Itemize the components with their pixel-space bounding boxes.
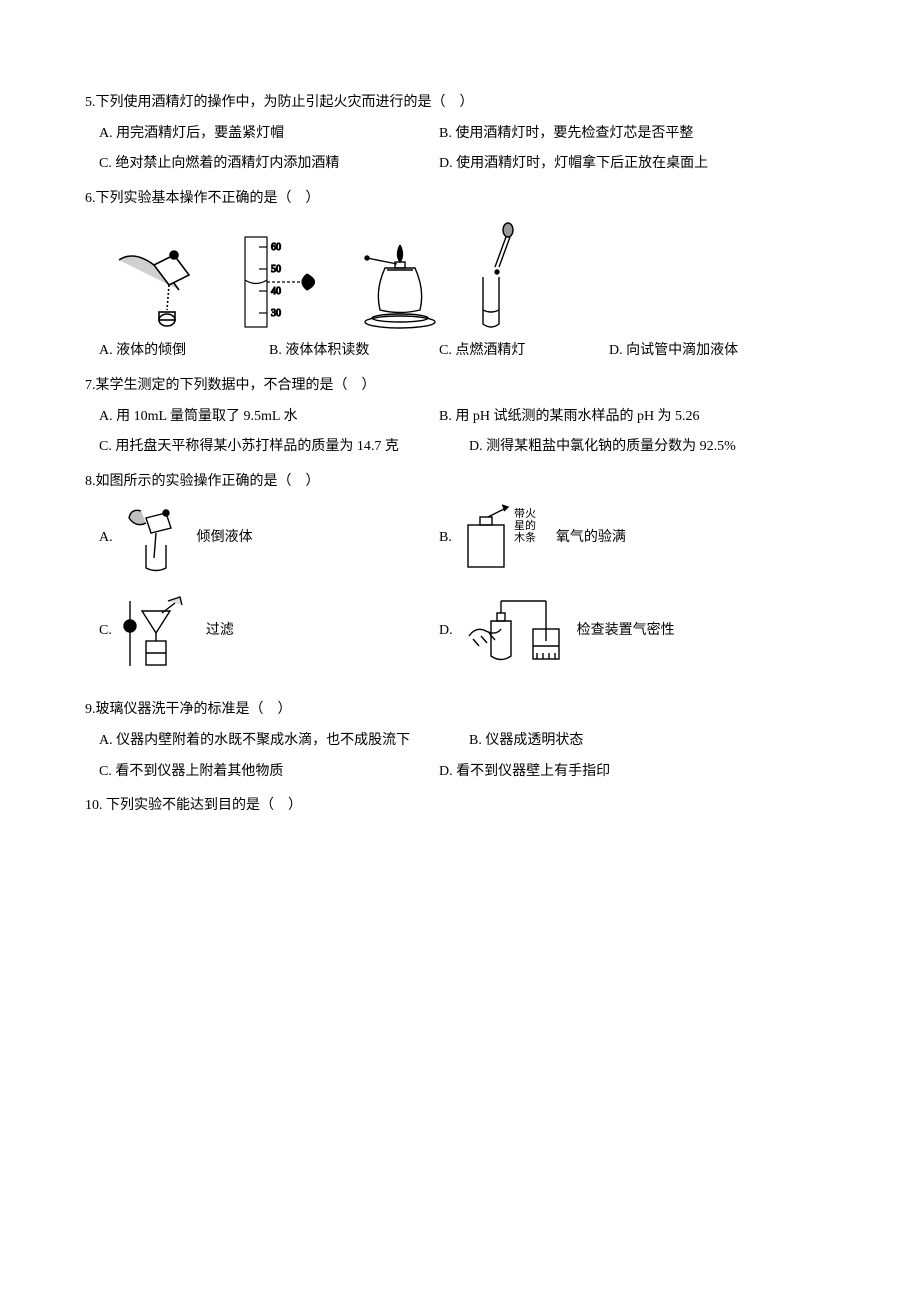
- svg-text:30: 30: [271, 308, 281, 319]
- q8-img-c-filter-icon: [120, 591, 200, 671]
- q8-img-b-bottle-icon: 带火 星的 木条: [460, 503, 550, 573]
- q8-opt-a: A. 倾倒液体: [99, 503, 439, 573]
- q6-text: 6.下列实验基本操作不正确的是（ ）: [85, 186, 835, 213]
- q6-options: A. 液体的倾倒 B. 液体体积读数 C. 点燃酒精灯 D. 向试管中滴加液体: [85, 338, 835, 365]
- question-5: 5.下列使用酒精灯的操作中，为防止引起火灾而进行的是（ ） A. 用完酒精灯后，…: [85, 90, 835, 178]
- q8-a-label: 倾倒液体: [197, 525, 253, 552]
- q9-opt-d: D. 看不到仪器壁上有手指印: [439, 759, 610, 786]
- q8-opt-c: C. 过滤: [99, 591, 439, 671]
- q6-img-c-lamp-icon: [355, 240, 445, 332]
- svg-text:50: 50: [271, 264, 281, 275]
- q5-text: 5.下列使用酒精灯的操作中，为防止引起火灾而进行的是（ ）: [85, 90, 835, 117]
- svg-text:60: 60: [271, 242, 281, 253]
- q9-opt-c: C. 看不到仪器上附着其他物质: [99, 759, 439, 786]
- q6-img-d-dropper-icon: [473, 222, 523, 332]
- svg-text:40: 40: [271, 286, 281, 297]
- question-6: 6.下列实验基本操作不正确的是（ ） 60 50 40 30: [85, 186, 835, 365]
- q8-a-prefix: A.: [99, 525, 113, 552]
- q8-img-d-airtight-icon: [461, 591, 571, 671]
- q9-opt-a: A. 仪器内壁附着的水既不聚成水滴，也不成股流下: [99, 728, 469, 755]
- q8-d-prefix: D.: [439, 618, 453, 645]
- q6-img-a-pouring-icon: [99, 240, 209, 332]
- q5-opt-a: A. 用完酒精灯后，要盖紧灯帽: [99, 121, 439, 148]
- q7-opt-d: D. 测得某粗盐中氯化钠的质量分数为 92.5%: [469, 434, 736, 461]
- q8-text: 8.如图所示的实验操作正确的是（ ）: [85, 469, 835, 496]
- q6-opt-b: B. 液体体积读数: [269, 338, 439, 365]
- q6-img-b-cylinder-icon: 60 50 40 30: [237, 232, 327, 332]
- q5-row1: A. 用完酒精灯后，要盖紧灯帽 B. 使用酒精灯时，要先检查灯芯是否平整: [85, 121, 835, 148]
- question-7: 7.某学生测定的下列数据中，不合理的是（ ） A. 用 10mL 量筒量取了 9…: [85, 373, 835, 461]
- q5-opt-d: D. 使用酒精灯时，灯帽拿下后正放在桌面上: [439, 151, 708, 178]
- question-8: 8.如图所示的实验操作正确的是（ ） A. 倾倒液体 B.: [85, 469, 835, 690]
- q5-row2: C. 绝对禁止向燃着的酒精灯内添加酒精 D. 使用酒精灯时，灯帽拿下后正放在桌面…: [85, 151, 835, 178]
- q8-img-a-pouring-icon: [121, 503, 191, 573]
- q8-d-label: 检查装置气密性: [577, 618, 675, 645]
- q9-opt-b: B. 仪器成透明状态: [469, 728, 583, 755]
- q9-row1: A. 仪器内壁附着的水既不聚成水滴，也不成股流下 B. 仪器成透明状态: [85, 728, 835, 755]
- q7-opt-a: A. 用 10mL 量筒量取了 9.5mL 水: [99, 404, 439, 431]
- q5-opt-c: C. 绝对禁止向燃着的酒精灯内添加酒精: [99, 151, 439, 178]
- q8-opt-b: B. 带火 星的 木条 氧气的验满: [439, 503, 819, 573]
- q7-opt-c: C. 用托盘天平称得某小苏打样品的质量为 14.7 克: [99, 434, 469, 461]
- q7-opt-b: B. 用 pH 试纸测的某雨水样品的 pH 为 5.26: [439, 404, 700, 431]
- q7-text: 7.某学生测定的下列数据中，不合理的是（ ）: [85, 373, 835, 400]
- q6-opt-a: A. 液体的倾倒: [99, 338, 269, 365]
- q6-image-row: 60 50 40 30: [85, 222, 835, 332]
- q7-row1: A. 用 10mL 量筒量取了 9.5mL 水 B. 用 pH 试纸测的某雨水样…: [85, 404, 835, 431]
- svg-text:带火: 带火: [514, 507, 536, 520]
- q10-text: 10. 下列实验不能达到目的是（ ）: [85, 793, 835, 820]
- q8-b-prefix: B.: [439, 525, 452, 552]
- q6-opt-d: D. 向试管中滴加液体: [609, 338, 769, 365]
- q7-row2: C. 用托盘天平称得某小苏打样品的质量为 14.7 克 D. 测得某粗盐中氯化钠…: [85, 434, 835, 461]
- q9-text: 9.玻璃仪器洗干净的标准是（ ）: [85, 697, 835, 724]
- question-10: 10. 下列实验不能达到目的是（ ）: [85, 793, 835, 820]
- q8-opt-d: D. 检查装置气密性: [439, 591, 819, 671]
- q8-options: A. 倾倒液体 B. 带火: [85, 503, 835, 689]
- q8-c-label: 过滤: [206, 618, 234, 645]
- q9-row2: C. 看不到仪器上附着其他物质 D. 看不到仪器壁上有手指印: [85, 759, 835, 786]
- q8-c-prefix: C.: [99, 618, 112, 645]
- q6-opt-c: C. 点燃酒精灯: [439, 338, 609, 365]
- q8-b-label: 氧气的验满: [556, 525, 626, 552]
- question-9: 9.玻璃仪器洗干净的标准是（ ） A. 仪器内壁附着的水既不聚成水滴，也不成股流…: [85, 697, 835, 785]
- svg-text:星的: 星的: [514, 518, 536, 532]
- svg-text:木条: 木条: [514, 530, 536, 544]
- q5-opt-b: B. 使用酒精灯时，要先检查灯芯是否平整: [439, 121, 693, 148]
